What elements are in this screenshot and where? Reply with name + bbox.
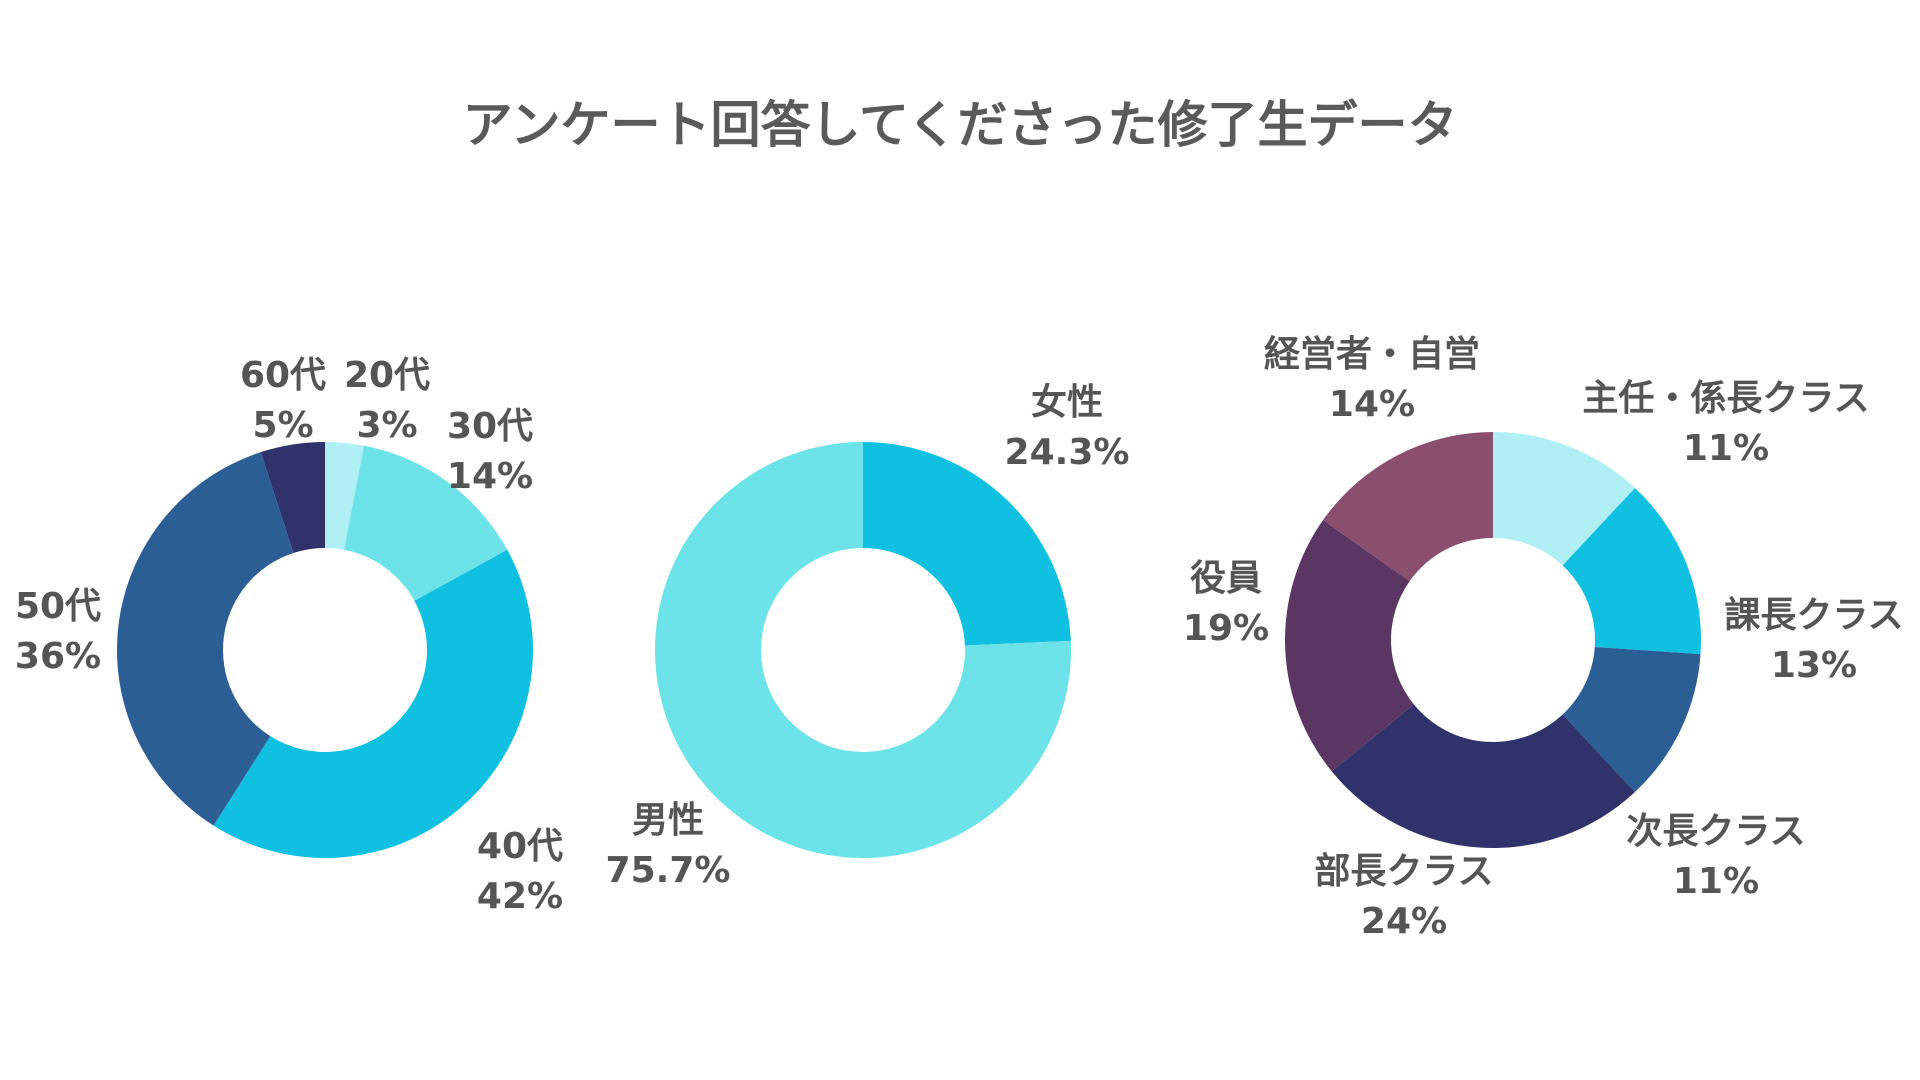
slice-1-0	[863, 442, 1071, 646]
chart-title: アンケート回答してくださった修了生データ	[463, 96, 1458, 154]
slice-value-1-1: 75.7%	[606, 850, 731, 891]
slice-name-0-1: 30代	[447, 406, 533, 447]
slice-value-0-4: 5%	[252, 405, 313, 446]
slice-value-2-0: 11%	[1683, 428, 1769, 469]
slice-value-0-0: 3%	[356, 405, 417, 446]
slice-2-2	[1562, 646, 1701, 793]
slice-value-2-3: 24%	[1361, 901, 1447, 942]
position-donut-chart: 主任・係長クラス 11% 課長クラス 13% 次長クラス 11% 部長クラス 24% 役員 19%…	[1183, 334, 1904, 942]
slice-value-0-3: 36%	[15, 636, 101, 677]
slice-1-1	[655, 442, 1071, 858]
slice-value-2-1: 13%	[1771, 645, 1857, 686]
slice-name-2-5: 経営者・自営	[1264, 334, 1480, 375]
slice-2-1	[1562, 487, 1702, 655]
slice-name-0-0: 20代	[344, 355, 430, 396]
slice-value-2-4: 19%	[1183, 608, 1269, 649]
slice-value-2-2: 11%	[1673, 861, 1759, 902]
slice-0-2	[213, 549, 534, 859]
slice-name-1-1: 男性	[632, 800, 704, 841]
slice-name-1-0: 女性	[1031, 382, 1103, 423]
slice-value-0-2: 42%	[477, 876, 563, 917]
slice-0-1	[344, 445, 508, 601]
slice-2-5	[1323, 432, 1493, 582]
slice-name-2-4: 役員	[1190, 558, 1262, 599]
slice-name-0-4: 60代	[240, 355, 326, 396]
slice-0-3	[117, 452, 294, 826]
slice-name-2-0: 主任・係長クラス	[1582, 378, 1869, 419]
slice-2-0	[1493, 432, 1635, 566]
slice-0-0	[325, 442, 364, 550]
age-donut-chart: 20代 3% 30代 14% 40代 42% 50代 36% 60代 5%	[15, 355, 563, 917]
slice-name-2-3: 部長クラス	[1314, 851, 1493, 892]
slice-value-0-1: 14%	[447, 456, 533, 497]
slice-0-4	[260, 442, 325, 553]
slice-name-0-3: 50代	[15, 586, 101, 627]
slice-value-1-0: 24.3%	[1005, 432, 1130, 473]
slice-2-4	[1285, 520, 1414, 772]
slice-name-2-1: 課長クラス	[1724, 595, 1903, 636]
slice-value-2-5: 14%	[1329, 384, 1415, 425]
slice-name-2-2: 次長クラス	[1626, 811, 1805, 852]
gender-donut-chart: 女性 24.3% 男性 75.7%	[606, 382, 1130, 891]
slice-name-0-2: 40代	[477, 826, 563, 867]
slice-2-3	[1331, 704, 1635, 848]
